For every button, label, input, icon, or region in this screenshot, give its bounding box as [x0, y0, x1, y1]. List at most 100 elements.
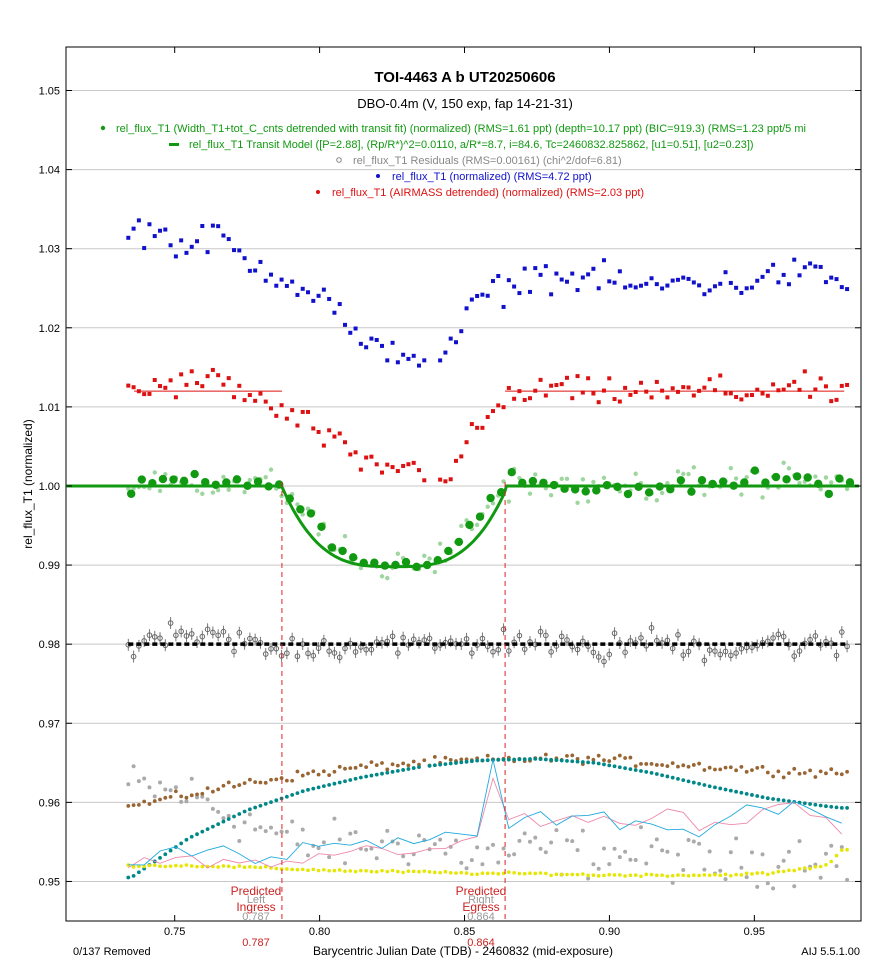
- residual-point: [400, 634, 406, 641]
- airmass-point: [390, 769, 395, 774]
- width-point: [602, 873, 606, 878]
- airmass-detrended-point: [364, 455, 369, 460]
- airmass-point: [559, 758, 564, 763]
- normalized-point: [168, 243, 173, 248]
- width-point: [840, 848, 844, 852]
- airmass-point: [697, 781, 702, 786]
- width-point: [845, 847, 849, 852]
- residual-point: [706, 647, 713, 653]
- airmass-point: [649, 770, 654, 775]
- sky-point: [147, 785, 152, 790]
- sky-point: [776, 864, 781, 869]
- airmass-detrended-point: [306, 409, 311, 414]
- airmass-point: [469, 759, 474, 764]
- airmass-point: [781, 798, 786, 803]
- comparison-point: [401, 761, 406, 766]
- comparison-point: [311, 769, 316, 774]
- detrended-point: [342, 533, 348, 539]
- width-point: [649, 872, 654, 877]
- airmass-point: [522, 757, 527, 762]
- detrended-point: [432, 569, 438, 575]
- width-point: [702, 873, 707, 877]
- residual-point: [262, 651, 269, 657]
- normalized-point: [490, 279, 495, 284]
- normalized-point: [575, 288, 580, 293]
- comparison-point: [755, 765, 760, 770]
- detrended-binned-point: [581, 487, 590, 496]
- residual-point: [601, 658, 607, 665]
- sky-point: [379, 839, 384, 844]
- comparison-point: [707, 765, 712, 770]
- sky-point: [802, 868, 807, 873]
- sky-point: [443, 851, 448, 856]
- comparison-point: [247, 777, 252, 782]
- normalized-point: [649, 276, 654, 281]
- width-point: [454, 871, 458, 875]
- normalized-point: [839, 285, 844, 290]
- sky-point: [749, 850, 754, 855]
- sky-point: [570, 839, 575, 844]
- sky-point: [247, 812, 252, 817]
- detrended-point: [659, 490, 665, 496]
- normalized-point: [570, 271, 575, 276]
- comparison-point: [586, 755, 591, 760]
- chart-subtitle: DBO-0.4m (V, 150 exp, fap 14-21-31): [357, 96, 573, 111]
- airmass-detrended-point: [448, 477, 453, 482]
- legend-entry-model: rel_flux_T1 Transit Model ([P=2.88], (Rp…: [189, 139, 754, 151]
- detrended-point: [200, 491, 205, 496]
- comparison-point: [802, 771, 807, 775]
- normalized-point: [269, 272, 274, 277]
- detrended-binned-point: [507, 467, 516, 477]
- width-point: [792, 868, 797, 873]
- residual-point: [580, 638, 586, 645]
- residual-point: [490, 648, 496, 655]
- width-point: [332, 868, 337, 873]
- airmass-detrended-point: [369, 454, 374, 459]
- comparison-point: [358, 763, 363, 768]
- width-point: [623, 874, 627, 878]
- residual-point: [247, 635, 253, 642]
- sky-point: [755, 884, 760, 889]
- width-point: [152, 863, 157, 867]
- normalized-point: [617, 269, 622, 274]
- width-point: [628, 873, 633, 878]
- comparison-point: [686, 764, 691, 769]
- detrended-binned-point: [486, 493, 495, 503]
- width-point: [596, 874, 601, 878]
- width-point: [713, 872, 717, 877]
- sky-point: [697, 841, 702, 846]
- airmass-detrended-point: [216, 373, 221, 378]
- legend-marker-residuals: [336, 157, 342, 163]
- residual-point: [167, 620, 174, 626]
- residual-point: [294, 653, 301, 660]
- comparison-point: [834, 771, 839, 776]
- sky-point: [274, 831, 279, 836]
- width-point: [760, 871, 765, 875]
- comparison-point: [665, 764, 670, 769]
- detrended-point: [422, 553, 427, 559]
- airmass-detrended-point: [490, 409, 495, 414]
- detrended-binned-point: [750, 466, 760, 475]
- sky-point: [564, 838, 569, 843]
- normalized-point: [173, 254, 178, 259]
- x-tick-label: 0.85: [454, 926, 475, 938]
- comparison-point: [570, 753, 575, 758]
- comparison-point: [813, 775, 818, 779]
- normalized-point: [797, 273, 802, 278]
- airmass-detrended-point: [633, 390, 638, 395]
- residual-point: [495, 646, 502, 653]
- comparison-point: [723, 765, 728, 770]
- sky-point: [670, 880, 675, 885]
- width-point: [750, 872, 754, 876]
- residual-point: [236, 629, 243, 636]
- y-tick-label: 1.05: [39, 86, 60, 98]
- airmass-detrended-point: [617, 399, 622, 404]
- width-point: [417, 869, 421, 874]
- comparison-point: [808, 768, 812, 773]
- airmass-point: [195, 832, 199, 837]
- y-tick-label: 0.95: [39, 876, 60, 888]
- residual-point: [722, 648, 729, 655]
- width-point: [744, 871, 749, 876]
- sky-point: [702, 867, 707, 872]
- comparison-point: [395, 763, 400, 768]
